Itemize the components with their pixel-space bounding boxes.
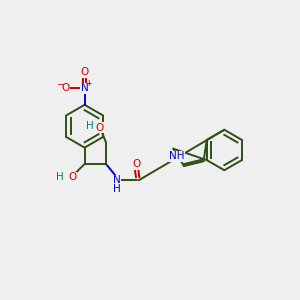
Text: H: H [112, 184, 120, 194]
Text: N: N [112, 175, 120, 185]
Text: +: + [85, 79, 92, 88]
Text: O: O [68, 172, 76, 182]
Text: H: H [86, 121, 94, 131]
Text: O: O [80, 67, 89, 77]
Text: O: O [61, 83, 69, 94]
Text: O: O [95, 123, 103, 133]
Text: NH: NH [169, 151, 184, 161]
Text: H: H [56, 172, 64, 182]
Text: N: N [81, 83, 88, 94]
Text: −: − [56, 79, 64, 88]
Text: O: O [132, 159, 140, 169]
